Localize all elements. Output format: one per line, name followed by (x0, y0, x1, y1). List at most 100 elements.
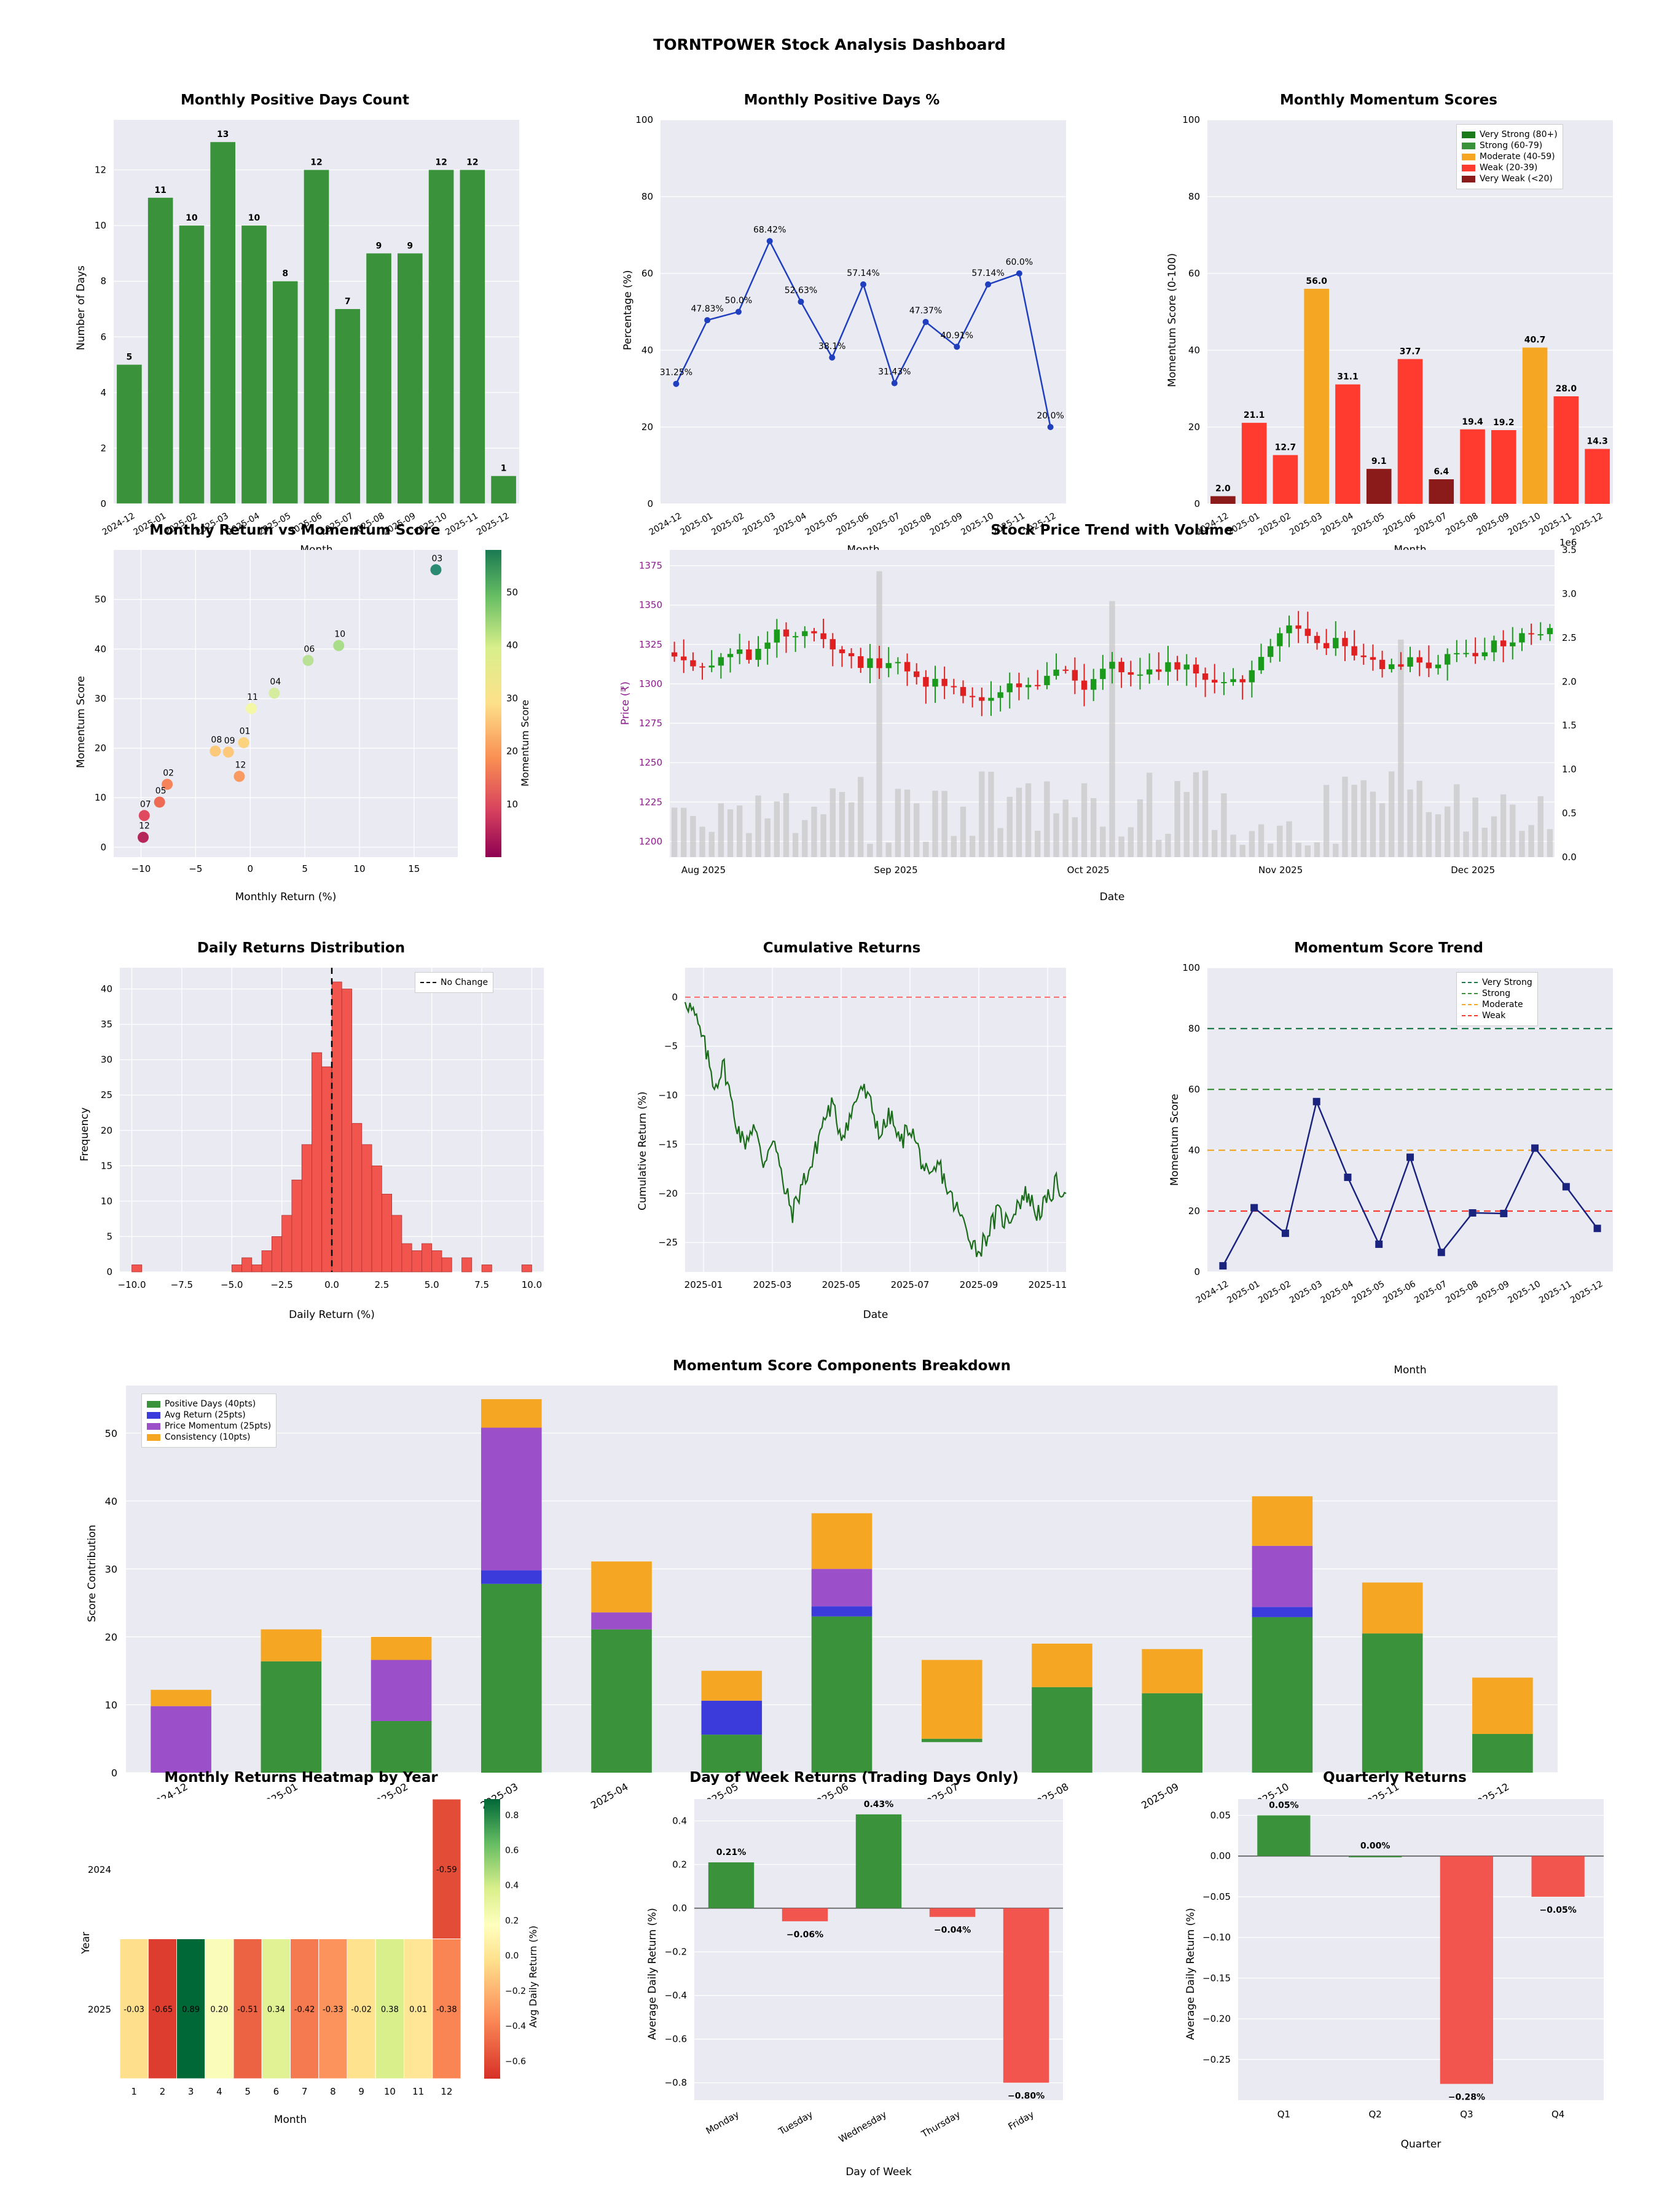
svg-text:35: 35 (101, 1019, 112, 1030)
svg-text:0.89: 0.89 (182, 2005, 200, 2014)
svg-text:80: 80 (641, 191, 653, 202)
svg-text:−5.0: −5.0 (221, 1279, 243, 1290)
svg-text:60: 60 (1188, 268, 1200, 279)
svg-text:−0.25: −0.25 (1202, 2054, 1231, 2065)
svg-text:0.0: 0.0 (672, 1903, 687, 1914)
svg-text:47.83%: 47.83% (691, 304, 723, 314)
x-axis-label: Date (1099, 891, 1125, 903)
svg-text:47.37%: 47.37% (909, 306, 942, 316)
svg-text:1: 1 (131, 2086, 137, 2097)
page-title: TORNTPOWER Stock Analysis Dashboard (653, 36, 1006, 53)
svg-text:−2.5: −2.5 (270, 1279, 292, 1290)
hist-svg: 0 5 10 15 20 25 30 35 40 −10.0 −7.5 −5.0 −2.5 0.0 2.5 5… (101, 968, 544, 1290)
svg-text:10: 10 (334, 630, 345, 640)
legend-item: Weak (1462, 1011, 1532, 1021)
bars-svg: 0.4 0.2 0.0 −0.2 −0.4 −0.6 −0.8 0.21% Monday −0.0… (665, 1800, 1063, 2145)
bars-svg: 0204060801002.02024-1221.12025-0112.7202… (1182, 114, 1613, 538)
chart-price-trend: Stock Price Trend with Volume Price (₹) … (602, 522, 1622, 903)
svg-text:Monday: Monday (704, 2109, 741, 2136)
chart-positive-days-pct: Monthly Positive Days % Percentage (%) M… (608, 92, 1075, 556)
svg-text:2024-12: 2024-12 (1194, 1279, 1231, 1306)
line-svg: 0 −5 −10 −15 −20 −25 2025-01 2025-03 2025-05 2025… (658, 968, 1067, 1290)
svg-text:60.0%: 60.0% (1006, 257, 1033, 267)
chart-returns-heatmap: Monthly Returns Heatmap by Year Year Mon… (61, 1770, 541, 2151)
chart-title: Day of Week Returns (Trading Days Only) (689, 1770, 1019, 1786)
chart-momentum-trend: Momentum Score Trend Momentum Score Mont… (1155, 940, 1622, 1376)
svg-text:−0.4: −0.4 (505, 2022, 526, 2031)
svg-text:28.0: 28.0 (1556, 384, 1577, 394)
svg-text:12: 12 (95, 165, 106, 176)
legend-swatch (1462, 164, 1475, 171)
legend-item: Very Strong (80+) (1462, 130, 1558, 139)
svg-text:0.4: 0.4 (505, 1881, 519, 1891)
svg-text:6: 6 (100, 331, 106, 342)
svg-text:20.0%: 20.0% (1037, 411, 1064, 421)
svg-text:10: 10 (101, 1196, 112, 1207)
svg-text:0: 0 (100, 842, 106, 853)
svg-text:80: 80 (1188, 191, 1200, 202)
legend: Very Strong (80+) Strong (60-79) Moderate … (1456, 124, 1563, 189)
svg-text:1375: 1375 (639, 560, 662, 571)
line-svg: 0 20 40 60 80 100 2024-122025-012025-022025-03… (1182, 962, 1613, 1306)
svg-text:57.14%: 57.14% (847, 269, 879, 278)
legend-swatch (1462, 142, 1475, 149)
chart-title: Monthly Return vs Momentum Score (149, 522, 441, 538)
svg-text:02: 02 (163, 768, 174, 778)
svg-text:−0.8: −0.8 (665, 2077, 687, 2088)
svg-text:20: 20 (506, 746, 518, 757)
svg-text:1.5: 1.5 (1562, 720, 1577, 731)
svg-text:5: 5 (245, 2086, 251, 2097)
svg-text:12: 12 (466, 158, 478, 168)
legend-label: Avg Return (25pts) (165, 1410, 246, 1420)
svg-text:12.7: 12.7 (1275, 443, 1296, 453)
legend-label: Strong (1482, 989, 1511, 998)
svg-text:10: 10 (186, 213, 198, 223)
svg-text:0.00%: 0.00% (1360, 1841, 1390, 1851)
svg-text:04: 04 (270, 677, 281, 687)
x-axis-label: Monthly Return (%) (235, 891, 337, 903)
svg-text:0: 0 (111, 1767, 117, 1779)
svg-text:−10: −10 (658, 1090, 678, 1101)
svg-text:10: 10 (95, 792, 106, 803)
svg-text:1250: 1250 (639, 757, 662, 768)
svg-text:40.7: 40.7 (1524, 335, 1546, 345)
chart-title: Daily Returns Distribution (197, 940, 406, 956)
chart-day-of-week: Day of Week Returns (Trading Days Only) … (627, 1770, 1081, 2178)
legend-item: Price Momentum (25pts) (147, 1421, 271, 1431)
svg-text:1275: 1275 (639, 718, 662, 729)
svg-text:1325: 1325 (639, 639, 662, 650)
svg-text:−0.15: −0.15 (1202, 1972, 1231, 1983)
svg-text:Sep 2025: Sep 2025 (874, 865, 917, 876)
svg-text:0.34: 0.34 (267, 2005, 285, 2014)
svg-text:0: 0 (1194, 1266, 1200, 1277)
chart-return-vs-momentum: Monthly Return vs Momentum Score Momentu… (61, 522, 531, 903)
svg-text:12: 12 (310, 158, 322, 168)
svg-text:100: 100 (1182, 962, 1200, 973)
svg-text:40: 40 (506, 640, 518, 651)
svg-text:−5: −5 (189, 863, 202, 874)
chart-title: Cumulative Returns (763, 940, 921, 956)
legend-label: Consistency (10pts) (165, 1432, 251, 1442)
svg-text:−0.4: −0.4 (665, 1990, 687, 2001)
svg-text:0.21%: 0.21% (716, 1848, 747, 1857)
svg-text:−15: −15 (658, 1139, 678, 1150)
chart-title: Momentum Score Trend (1294, 940, 1483, 956)
svg-text:Q2: Q2 (1368, 2109, 1381, 2120)
svg-text:40: 40 (95, 643, 106, 654)
legend-item: Strong (1462, 989, 1532, 998)
svg-text:Friday: Friday (1006, 2109, 1036, 2132)
chart-title: Monthly Positive Days Count (180, 92, 410, 108)
svg-text:1300: 1300 (639, 678, 662, 689)
svg-text:40: 40 (641, 345, 653, 356)
svg-text:10.0: 10.0 (522, 1279, 542, 1290)
svg-text:0.0: 0.0 (505, 1951, 519, 1961)
line-svg: 02040608010031.25%2024-1247.83%2025-0150… (635, 114, 1066, 538)
svg-text:0.8: 0.8 (505, 1811, 519, 1821)
colorbar-label: Momentum Score (519, 699, 531, 786)
legend: Positive Days (40pts) Avg Return (25pts) P… (141, 1394, 277, 1448)
svg-text:2: 2 (100, 442, 106, 453)
svg-text:15: 15 (101, 1160, 112, 1171)
svg-text:Q3: Q3 (1460, 2109, 1473, 2120)
